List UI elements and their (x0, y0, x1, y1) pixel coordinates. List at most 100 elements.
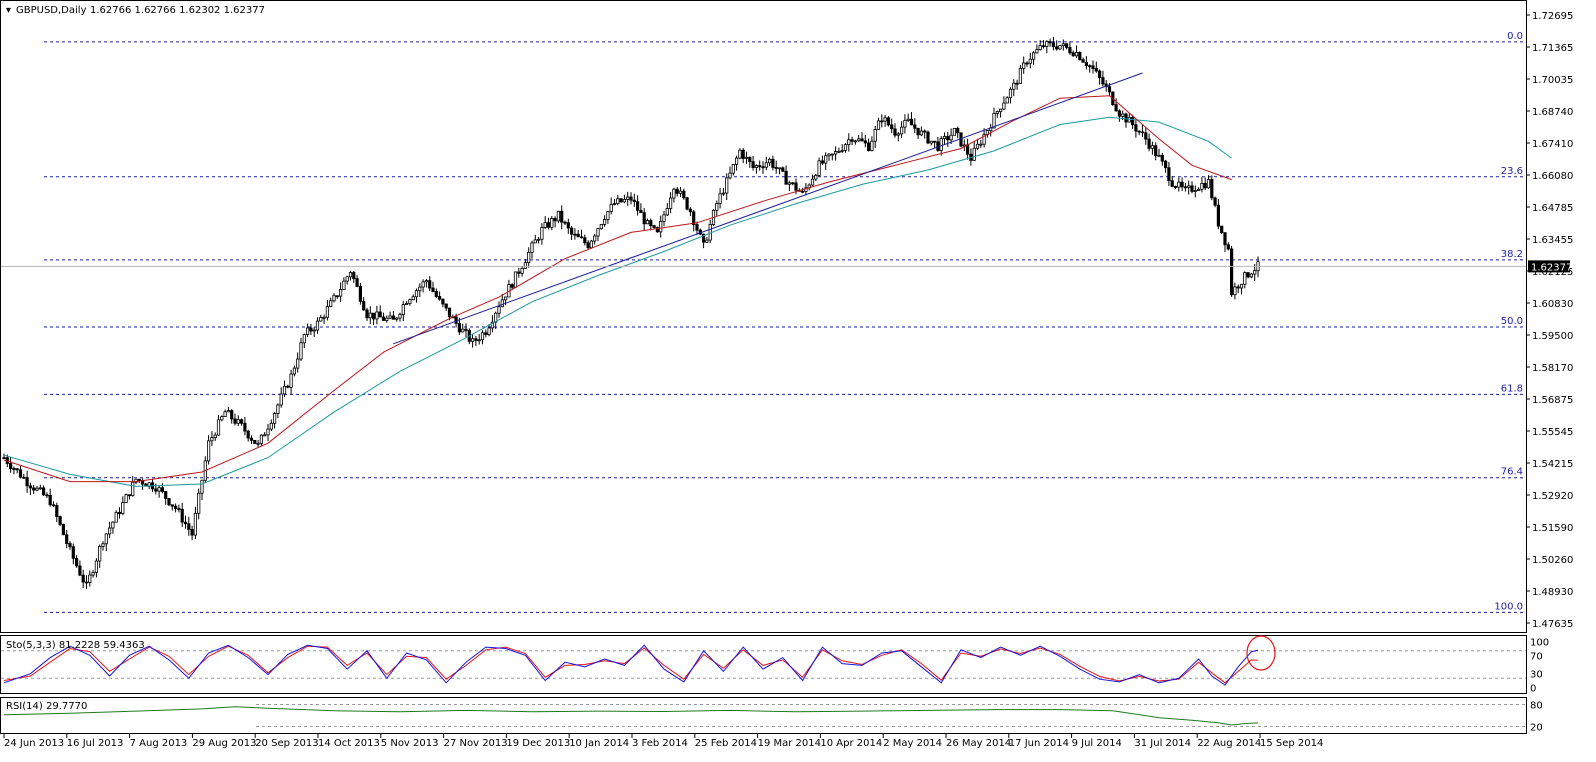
candle-body (919, 130, 924, 136)
candle-body (404, 302, 409, 305)
candle-body (1032, 52, 1036, 60)
x-tick-label: 29 Aug 2013 (192, 738, 256, 749)
candle-body (61, 524, 66, 536)
candle-body (1094, 68, 1098, 72)
candle-body (886, 117, 891, 126)
candle-body (949, 134, 953, 141)
candle-body (190, 529, 194, 536)
candle-body (292, 367, 297, 375)
candle-body (421, 281, 425, 288)
y-tick-label: 1.70035 (1532, 75, 1573, 86)
candle-body (236, 419, 240, 424)
candle-body (890, 124, 894, 130)
candle-body (510, 284, 514, 288)
candle-body (490, 321, 495, 329)
candle-body (1160, 155, 1164, 162)
candle-body (1071, 52, 1075, 57)
candle-body (352, 272, 356, 280)
candle-body (32, 487, 36, 491)
candle-body (645, 220, 650, 225)
candle-body (342, 280, 346, 290)
candle-body (1068, 47, 1072, 54)
candle-body (428, 280, 432, 289)
candle-body (279, 393, 283, 406)
stochastic-tick-label: 0 (1530, 683, 1536, 694)
candle-body (725, 177, 729, 194)
candle-body (302, 334, 306, 344)
candle-body (599, 224, 603, 230)
x-tick-label: 27 Nov 2013 (444, 738, 508, 749)
candle-body (705, 239, 709, 243)
candle-body (761, 166, 765, 169)
candle-body (593, 235, 597, 242)
candle-body (820, 160, 825, 164)
candle-body (1233, 286, 1237, 296)
candle-body (325, 306, 330, 318)
candle-body (1230, 248, 1234, 296)
candle-body (164, 491, 168, 499)
candle-body (1041, 45, 1046, 48)
candle-body (636, 201, 640, 211)
candle-body (962, 144, 966, 147)
candle-body (517, 271, 521, 274)
candle-body (1078, 52, 1082, 61)
candle-body (121, 502, 125, 515)
candle-body (731, 164, 735, 174)
candle-body (177, 508, 181, 510)
candle-body (860, 138, 864, 142)
candle-body (1180, 181, 1184, 188)
trendline (393, 72, 1143, 345)
candle-body (738, 149, 742, 159)
candle-body (837, 150, 841, 153)
candle-body (662, 214, 666, 222)
candle-body (91, 572, 95, 576)
chart-header-ohlc: 1.62766 1.62766 1.62302 1.62377 (90, 5, 265, 16)
candle-body (371, 312, 376, 320)
candle-body (289, 373, 293, 388)
candle-body (12, 468, 16, 470)
fib-level-label: 0.0 (1507, 31, 1523, 42)
candle-body (243, 422, 247, 432)
candle-body (863, 140, 867, 144)
current-price-box (1528, 260, 1570, 273)
candle-body (1114, 104, 1118, 112)
candle-body (573, 233, 577, 236)
candle-body (1236, 286, 1240, 289)
candle-body (1002, 102, 1006, 110)
candle-body (1018, 67, 1023, 84)
candle-body (1058, 45, 1062, 50)
candle-body (338, 289, 343, 297)
candle-body (312, 329, 316, 332)
candle-body (685, 197, 689, 210)
x-tick-label: 7 Aug 2013 (130, 738, 188, 749)
candle-body (903, 119, 907, 128)
main-panel-frame (0, 0, 1527, 633)
candle-body (117, 511, 122, 515)
y-tick-label: 1.58170 (1532, 363, 1573, 374)
candle-body (319, 317, 323, 322)
candle-body (1038, 45, 1042, 51)
candle-body (160, 487, 164, 492)
candle-body (487, 327, 491, 335)
candle-body (909, 118, 914, 126)
candle-body (1200, 182, 1204, 190)
candle-body (850, 139, 854, 142)
candle-body (18, 469, 23, 478)
fibonacci-lines: 0.0 23.6 38.2 50.0 61.8 76.4 100.0 (44, 31, 1526, 613)
candle-body (154, 488, 158, 492)
candle-body (259, 434, 264, 444)
candle-body (454, 316, 458, 324)
candle-body (98, 546, 102, 562)
stochastic-tick-label: 100 (1530, 638, 1549, 649)
candle-body (193, 512, 197, 536)
y-tick-label: 1.56875 (1532, 395, 1573, 406)
candle-body (946, 136, 950, 141)
rsi-line (3, 706, 1259, 726)
candle-body (1253, 270, 1257, 275)
candle-body (758, 165, 762, 168)
candle-body (900, 126, 904, 135)
candle-body (1088, 65, 1092, 68)
candle-body (1197, 188, 1201, 191)
candle-body (84, 581, 89, 584)
candle-body (322, 316, 326, 319)
